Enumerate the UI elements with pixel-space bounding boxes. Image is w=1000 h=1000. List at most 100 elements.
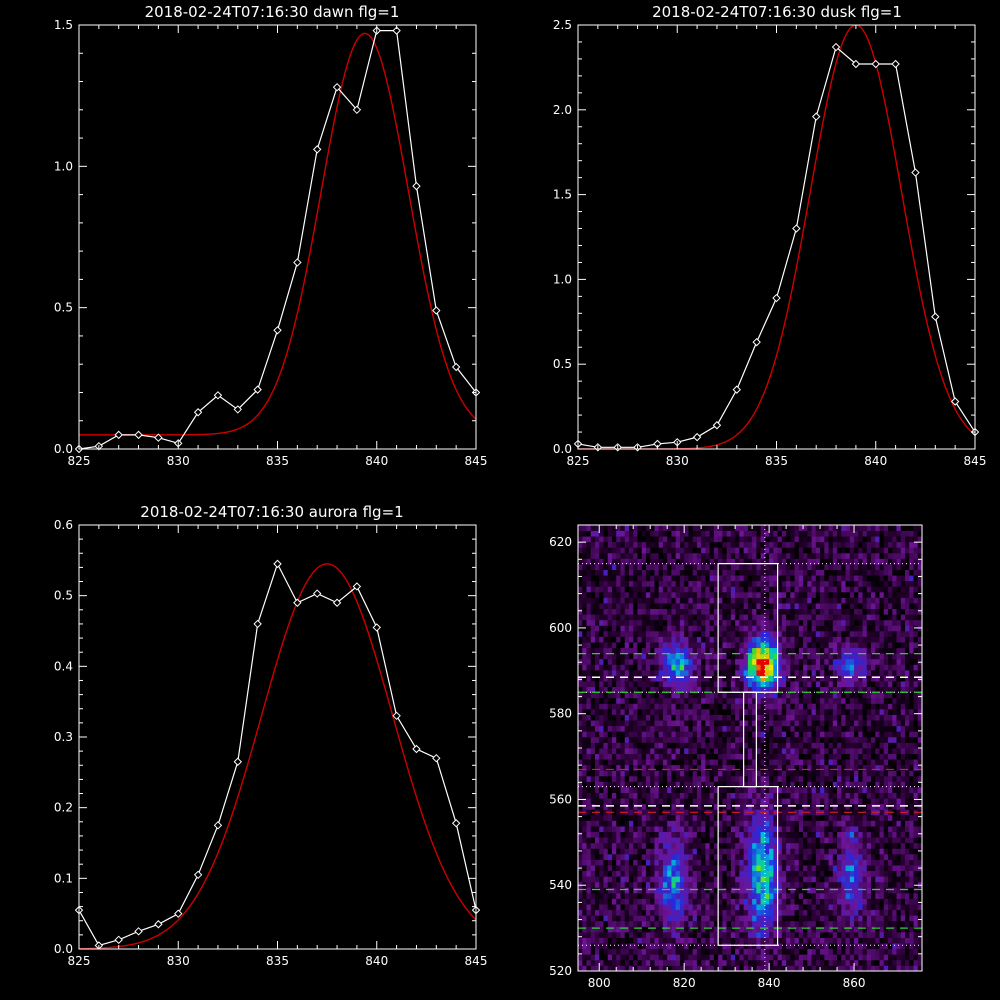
heatmap-cell [832,803,838,810]
heatmap-cell [905,853,910,860]
heatmap-cell [662,714,668,721]
heatmap-cell [879,926,885,933]
heatmap-cell [650,792,655,799]
heatmap-cell [756,931,762,938]
x-tick-label: 825 [68,454,91,468]
heatmap-cell [756,725,762,732]
heatmap-cell [888,959,893,966]
heatmap-cell [616,915,621,922]
heatmap-cell [752,669,757,676]
heatmap-cell [586,820,592,827]
heatmap-cell [650,837,655,844]
heatmap-cell [705,865,711,872]
heatmap-cell [769,887,774,894]
heatmap-cell [841,848,846,855]
heatmap-cell [803,915,808,922]
heatmap-cell [718,748,723,754]
heatmap-cell [624,787,630,793]
heatmap-cell [726,714,732,721]
heatmap-cell [803,965,808,971]
heatmap-cell [713,798,719,805]
heatmap-cell [862,909,868,916]
heatmap-cell [582,770,587,777]
heatmap-cell [854,859,859,866]
heatmap-cell [837,803,842,810]
heatmap-cell [764,708,770,715]
heatmap-cell [692,909,698,916]
heatmap-cell [645,948,651,955]
heatmap-cell [594,742,600,749]
heatmap-cell [692,753,698,760]
heatmap-cell [747,909,753,916]
heatmap-cell [888,692,893,699]
heatmap-cell [837,731,842,738]
heatmap-cell [586,859,592,866]
heatmap-cell [756,820,762,827]
heatmap-cell [841,904,846,911]
heatmap-cell [820,831,825,838]
heatmap-cell [786,948,791,955]
heatmap-cell [684,809,689,816]
heatmap-cell [917,904,922,911]
heatmap-cell [662,759,668,766]
heatmap-cell [820,725,825,732]
heatmap-cell [777,692,783,699]
heatmap-cell [628,748,634,754]
heatmap-cell [913,703,919,710]
heatmap-cell [803,820,808,827]
heatmap-cell [624,915,630,922]
heatmap-cell [781,792,787,799]
heatmap-cell [718,764,723,771]
heatmap-cell [616,748,621,754]
heatmap-cell [803,870,808,877]
heatmap-cell [837,898,842,905]
heatmap-cell [645,837,651,844]
heatmap-cell [871,775,876,782]
heatmap-cell [578,792,583,799]
heatmap-cell [794,759,800,766]
heatmap-cell [586,725,592,732]
heatmap-cell [645,669,651,676]
heatmap-cell [769,787,774,793]
heatmap-cell [628,697,634,704]
heatmap-cell [662,697,668,704]
heatmap-cell [709,881,715,888]
heatmap-cell [760,881,766,888]
heatmap-cell [811,954,817,961]
heatmap-cell [607,943,613,950]
heatmap-cell [743,669,749,676]
heatmap-cell [594,826,600,833]
heatmap-cell [645,759,651,766]
heatmap-cell [633,708,638,715]
heatmap-cell [764,837,770,844]
heatmap-cell [803,931,808,938]
heatmap-cell [820,792,825,799]
heatmap-cell [578,965,583,971]
heatmap-cell [594,798,600,805]
heatmap-cell [913,965,919,971]
heatmap-cell [879,697,885,704]
heatmap-cell [586,826,592,833]
heatmap-cell [713,787,719,793]
heatmap-cell [688,775,694,782]
heatmap-cell [603,692,609,699]
heatmap-cell [820,915,825,922]
heatmap-cell [645,870,651,877]
x-tick-label: 840 [864,454,887,468]
heatmap-cell [688,937,694,944]
heatmap-cell [841,781,846,788]
heatmap-cell [790,965,795,971]
heatmap-cell [849,742,855,749]
heatmap-cell [578,931,583,938]
heatmap-cell [849,703,855,710]
heatmap-cell [713,937,719,944]
heatmap-cell [603,859,609,866]
y-tick-label: 2.0 [553,103,572,117]
heatmap-cell [862,686,868,693]
heatmap-cell [752,686,757,693]
heatmap-cell [756,781,762,788]
heatmap-cell [849,915,855,922]
heatmap-cell [854,681,859,688]
heatmap-cell [722,792,728,799]
heatmap-cell [871,876,876,883]
